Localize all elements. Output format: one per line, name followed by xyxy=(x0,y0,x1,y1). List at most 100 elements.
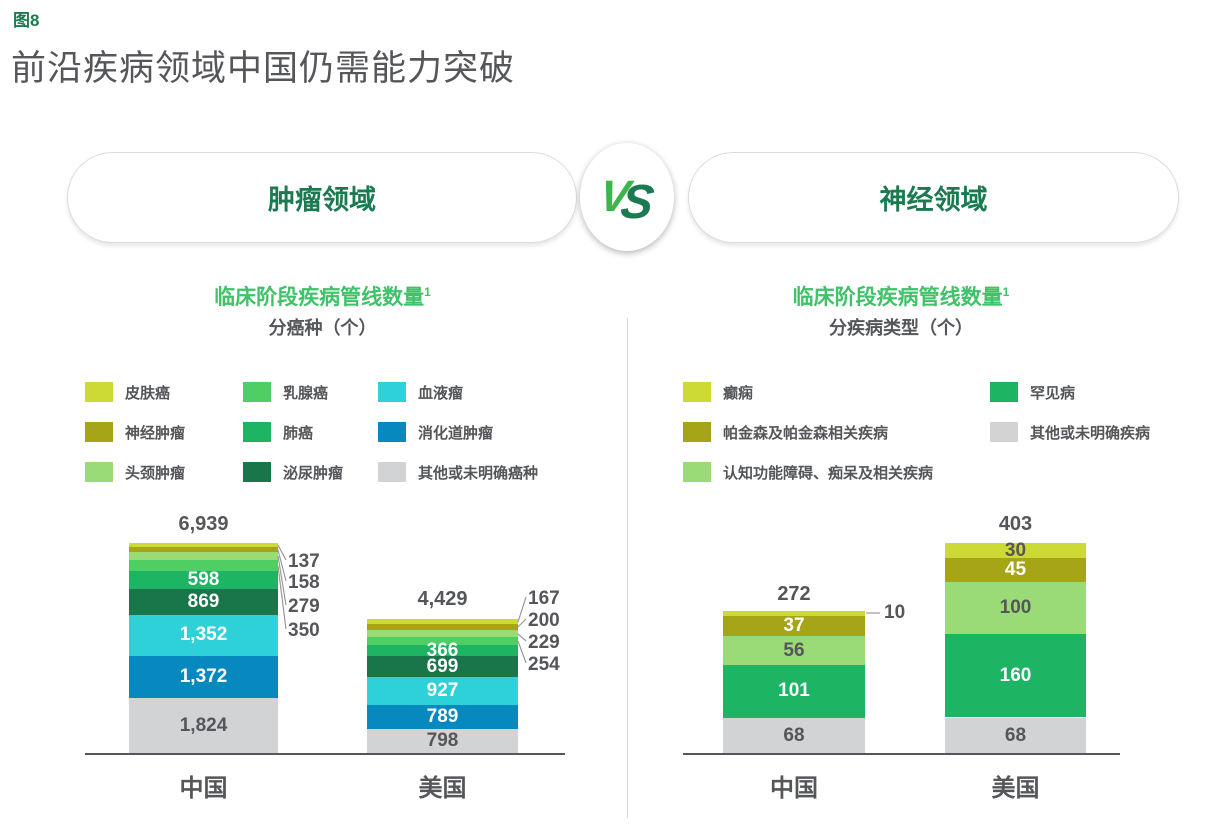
bar-segment-label: 366 xyxy=(426,639,459,661)
legend-item-label: 肺癌 xyxy=(283,424,314,442)
bar-total-label: 403 xyxy=(998,513,1033,535)
figure-label: 图8 xyxy=(13,11,40,30)
bar-segment xyxy=(367,624,518,631)
banner-left-label: 肿瘤领域 xyxy=(268,185,376,215)
bar-segment xyxy=(723,611,865,617)
legend: 皮肤癌 乳腺癌 血液瘤 神经肿瘤 肺癌 消化道肿瘤 头颈肿瘤 泌尿肿瘤 其他或未明确癌种 xyxy=(85,372,538,492)
callout-line xyxy=(517,596,527,623)
bar-segment: 366 xyxy=(367,639,518,661)
bar-segment: 56 xyxy=(723,635,865,665)
bar-segment xyxy=(129,547,278,552)
callout-value-label: 158 xyxy=(288,572,320,593)
callout-value-label: 137 xyxy=(288,551,320,572)
legend-item: 罕见病 xyxy=(990,372,1150,412)
legend-item: 消化道肿瘤 xyxy=(378,412,538,452)
chart-title-text: 临床阶段疾病管线数量 xyxy=(214,286,425,309)
bar-segment xyxy=(129,551,278,561)
chart-title-text: 临床阶段疾病管线数量 xyxy=(792,286,1003,309)
legend-chip-icon xyxy=(683,422,711,442)
bar-segment: 789 xyxy=(367,704,518,729)
bar-segment: 798 xyxy=(367,728,518,753)
bar-segment-label: 789 xyxy=(426,705,459,727)
callout-line xyxy=(277,549,287,582)
bar-segment: 1,372 xyxy=(129,656,278,698)
legend-chip-icon xyxy=(85,462,113,482)
x-axis-category-label: 美国 xyxy=(418,775,467,802)
callout-value-label: 350 xyxy=(288,620,320,641)
bar-segment-label: 1,372 xyxy=(179,666,228,688)
bar-segment xyxy=(367,630,518,637)
legend-item-label: 认知功能障碍、痴呆及相关疾病 xyxy=(723,464,934,482)
bar-segment: 869 xyxy=(129,589,278,616)
bar-segment: 101 xyxy=(723,664,865,718)
x-axis-category-label: 美国 xyxy=(991,775,1040,802)
bar-segment-label: 45 xyxy=(1004,559,1027,581)
legend-item-label: 癫痫 xyxy=(723,384,754,402)
bar-segment-label: 68 xyxy=(783,724,805,746)
bar-segment: 68 xyxy=(945,717,1086,753)
bar-segment: 160 xyxy=(945,633,1086,718)
legend-item-label: 帕金森及帕金森相关疾病 xyxy=(723,424,889,442)
bar-segment: 100 xyxy=(945,581,1086,634)
legend-chip-icon xyxy=(378,382,406,402)
callout-value-label: 10 xyxy=(884,602,906,623)
legend-chip-icon xyxy=(990,382,1018,402)
callout-value-label: 200 xyxy=(528,610,560,631)
x-axis-category-label: 中国 xyxy=(179,775,228,802)
legend-item-label: 头颈肿瘤 xyxy=(125,464,186,482)
legend-chip-icon xyxy=(683,382,711,402)
bar-segment: 1,824 xyxy=(129,697,278,753)
legend-chip-icon xyxy=(378,422,406,442)
bar-segment-label: 869 xyxy=(187,591,220,613)
bar-segment-label: 101 xyxy=(778,679,810,701)
legend-chip-icon xyxy=(683,462,711,482)
bar-segment-label: 37 xyxy=(783,615,805,637)
banner-right-pill: 神经领域 xyxy=(688,152,1179,243)
legend-item: 其他或未明确疾病 xyxy=(990,412,1150,452)
bar-segment-label: 160 xyxy=(999,664,1032,686)
callout-value-label: 254 xyxy=(528,654,560,675)
chart-title: 临床阶段疾病管线数量1 xyxy=(40,281,605,311)
bar-segment-label: 30 xyxy=(1004,539,1027,561)
legend-chip-icon xyxy=(243,462,271,482)
bar-segment: 37 xyxy=(723,615,865,637)
bar-segment: 68 xyxy=(723,717,865,753)
legend-chip-icon xyxy=(378,462,406,482)
bar-segment-label: 699 xyxy=(426,655,459,677)
callout-line xyxy=(277,555,287,606)
legend-item: 肺癌 xyxy=(243,412,378,452)
callout-value-label: 229 xyxy=(528,632,560,653)
page-title: 前沿疾病领域中国仍需能力突破 xyxy=(11,49,516,88)
bar-segment: 927 xyxy=(367,676,518,705)
bar-total-label: 272 xyxy=(777,583,811,605)
bar-segment-label: 927 xyxy=(426,679,459,701)
callout-value-label: 279 xyxy=(288,596,320,617)
legend-item: 皮肤癌 xyxy=(85,372,243,412)
bar-segment-label: 68 xyxy=(1004,724,1027,746)
callout-line xyxy=(517,633,527,642)
legend-item: 神经肿瘤 xyxy=(85,412,243,452)
legend-item-label: 神经肿瘤 xyxy=(125,424,186,442)
bar-segment: 30 xyxy=(945,539,1086,561)
chart-title: 临床阶段疾病管线数量1 xyxy=(640,281,1162,311)
legend-chip-icon xyxy=(243,382,271,402)
bar-segment xyxy=(367,618,518,624)
bar-total-label: 6,939 xyxy=(178,513,229,535)
chart-subtitle: 分疾病类型（个） xyxy=(829,318,973,338)
vs-letter-s: S xyxy=(617,175,657,229)
x-axis-line xyxy=(683,753,1120,755)
legend-item: 头颈肿瘤 xyxy=(85,452,243,492)
bar-segment-label: 1,824 xyxy=(179,714,228,736)
vs-badge-icon: V S xyxy=(580,143,674,251)
chart-title-footnote-marker: 1 xyxy=(1002,285,1010,299)
legend-item-label: 泌尿肿瘤 xyxy=(283,464,344,482)
banner-right-label: 神经领域 xyxy=(879,185,988,215)
legend-item-label: 乳腺癌 xyxy=(283,384,329,402)
bar-segment-label: 798 xyxy=(426,729,459,751)
legend-item: 泌尿肿瘤 xyxy=(243,452,378,492)
bar-total-label: 4,429 xyxy=(417,588,468,610)
